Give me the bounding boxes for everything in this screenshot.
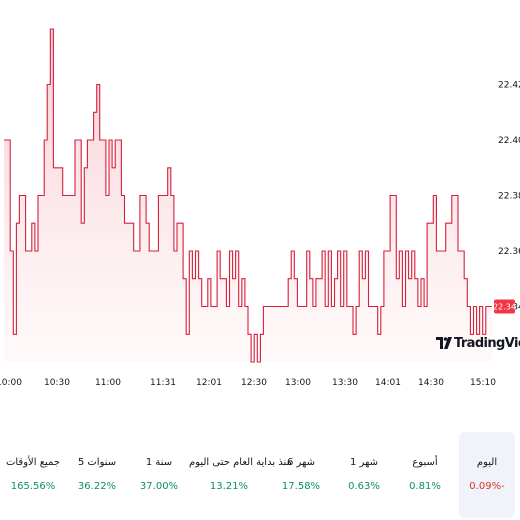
x-axis-tick-label: 12:30 [241, 378, 267, 388]
period-label: جميع الأوقات [5, 457, 61, 468]
period-label: أسبوع [412, 457, 438, 468]
period-label: 1 شهر [349, 457, 379, 468]
price-chart[interactable]: 22.3422.3622.3822.4022.4222.3410:0010:30… [0, 0, 520, 400]
x-axis-tick-label: 15:10 [470, 378, 496, 388]
performance-periods: اليوم 0.09%- أسبوع 0.81% 1 شهر 0.63% 6 شهر 17.5… [0, 432, 520, 520]
period-change-value: 36.22% [77, 481, 117, 492]
x-axis-tick-label: 12:01 [196, 378, 222, 388]
period-change-value: 0.81% [409, 481, 441, 492]
period-tab[interactable]: منذ بداية العام حتى اليوم 13.21% [189, 432, 292, 518]
chart-canvas[interactable]: 22.3422.3622.3822.4022.4222.3410:0010:30… [0, 0, 520, 400]
period-change-value: 0.09%- [469, 481, 505, 492]
x-axis-tick-label: 10:30 [44, 378, 70, 388]
y-axis-tick-label: 22.38 [498, 192, 520, 202]
price-line [4, 28, 492, 363]
period-label: اليوم [476, 457, 498, 468]
period-change-value: 13.21% [209, 481, 249, 492]
y-axis-tick-label: 22.36 [498, 247, 520, 257]
x-axis-tick-label: 11:31 [150, 378, 176, 388]
tradingview-logo-text: TradingView [454, 335, 520, 351]
period-tab[interactable]: 1 سنة 37.00% [131, 432, 187, 518]
period-change-value: 37.00% [139, 481, 179, 492]
period-tab[interactable]: أسبوع 0.81% [397, 432, 453, 518]
period-change-value: 165.56% [10, 481, 56, 492]
period-tab[interactable]: 5 سنوات 36.22% [69, 432, 125, 518]
x-axis-tick-label: 10:00 [0, 378, 22, 388]
y-axis-tick-label: 22.40 [498, 136, 520, 146]
period-label: منذ بداية العام حتى اليوم [189, 457, 292, 468]
x-axis-tick-label: 11:00 [95, 378, 121, 388]
period-tab[interactable]: جميع الأوقات 165.56% [4, 432, 62, 518]
price-area-fill [4, 29, 492, 362]
period-change-value: 17.58% [281, 481, 321, 492]
last-price-label: 22.34 [493, 303, 516, 312]
x-axis-tick-label: 13:00 [285, 378, 311, 388]
period-change-value: 0.63% [348, 481, 380, 492]
period-label: 6 شهر [286, 457, 316, 468]
last-price-badge [494, 299, 515, 314]
period-tab[interactable]: اليوم 0.09%- [459, 432, 515, 518]
tradingview-logo[interactable]: TradingView [436, 332, 520, 354]
period-label: 5 سنوات [77, 457, 117, 468]
x-axis-tick-label: 14:01 [375, 378, 401, 388]
x-axis-tick-label: 13:30 [332, 378, 358, 388]
period-tab[interactable]: 6 شهر 17.58% [273, 432, 329, 518]
x-axis-tick-label: 14:30 [418, 378, 444, 388]
y-axis-tick-label: 22.42 [498, 81, 520, 91]
tradingview-logo-icon [436, 337, 452, 349]
period-tab[interactable]: 1 شهر 0.63% [336, 432, 392, 518]
period-label: 1 سنة [145, 457, 173, 468]
